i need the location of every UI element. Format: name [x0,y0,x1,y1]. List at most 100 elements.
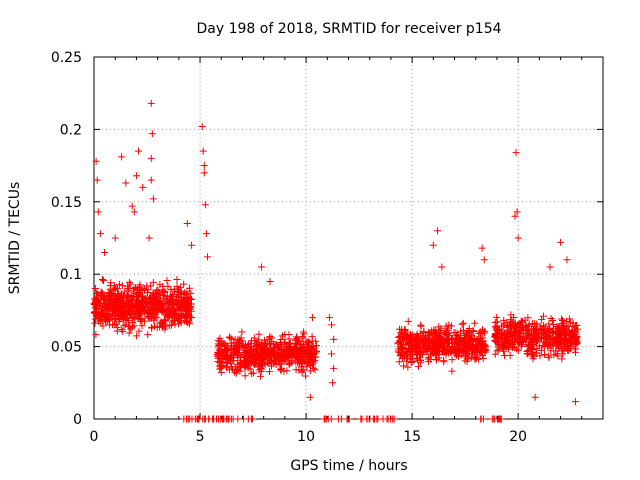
data-point [363,415,371,423]
data-point [252,354,260,362]
data-point [506,323,514,331]
x-tick-label: 10 [297,429,315,445]
data-point [571,398,579,406]
data-point [512,149,520,157]
data-point [114,291,122,299]
data-point [94,208,102,216]
data-point [511,212,519,220]
data-point [223,352,231,360]
data-point [255,330,263,338]
plot-frame [93,56,604,420]
data-point [120,288,128,296]
data-point [416,353,424,361]
data-point [563,256,571,264]
data-points [90,99,581,423]
data-point [208,415,216,423]
data-point [496,415,504,423]
data-point [120,303,128,311]
data-point [450,345,458,353]
data-point [144,288,152,296]
data-point [475,330,483,338]
data-point [550,351,558,359]
data-point [249,369,257,377]
data-point [557,238,565,246]
data-point [311,347,319,355]
data-point [278,348,286,356]
data-point [148,130,156,138]
data-point [247,348,255,356]
data-point [173,275,181,283]
data-point [91,309,99,317]
x-axis-label: GPS time / hours [290,458,407,474]
data-point [182,294,190,302]
data-point [124,306,132,314]
data-point [414,362,422,370]
data-point [329,379,337,387]
data-point [135,147,143,155]
data-point [221,340,229,348]
data-point [286,339,294,347]
data-point [146,294,154,302]
data-point [233,350,241,358]
data-point [467,337,475,345]
data-point [140,307,148,315]
axis-ticks: 0 5 10 15 20 0 0.05 0.1 0.15 0.2 0.25 [51,50,603,445]
data-point [507,316,515,324]
data-point [383,415,391,423]
data-point [306,348,314,356]
data-point [270,348,278,356]
data-point [529,320,537,328]
data-point [509,335,517,343]
data-point [258,344,266,352]
data-point [263,353,271,361]
data-point [145,298,153,306]
data-point [128,314,136,322]
x-tick-label: 5 [196,429,205,445]
data-point [96,230,104,238]
data-point [241,364,249,372]
data-point [147,282,155,290]
data-point [125,329,133,337]
data-point [132,172,140,180]
data-point [569,341,577,349]
data-point [540,338,548,346]
data-point [328,321,336,329]
data-point [139,298,147,306]
data-point [493,338,501,346]
data-point [312,348,320,356]
data-point [118,299,126,307]
data-point [558,321,566,329]
data-point [568,332,576,340]
data-point [305,339,313,347]
data-point [398,337,406,345]
data-point [113,323,121,331]
data-point [159,291,167,299]
data-point [266,334,274,342]
data-point [108,290,116,298]
data-point [424,355,432,363]
data-point [145,234,153,242]
data-point [565,315,573,323]
data-point [302,372,310,380]
data-point [112,314,119,322]
data-point [108,308,116,316]
data-point [227,344,235,352]
data-point [308,314,316,322]
data-point [185,284,193,292]
data-point [164,313,172,321]
data-point [398,349,406,357]
data-point [325,314,333,322]
data-point [217,369,225,377]
y-tick-label: 0.05 [51,340,82,356]
data-point [180,289,188,297]
data-point [250,360,258,368]
data-point [156,323,164,331]
data-point [537,346,545,354]
data-point [96,301,104,309]
data-point [527,351,535,359]
data-point [539,341,547,349]
data-point [271,343,279,351]
data-point [469,342,477,350]
data-point [200,162,208,170]
data-point [202,230,210,238]
